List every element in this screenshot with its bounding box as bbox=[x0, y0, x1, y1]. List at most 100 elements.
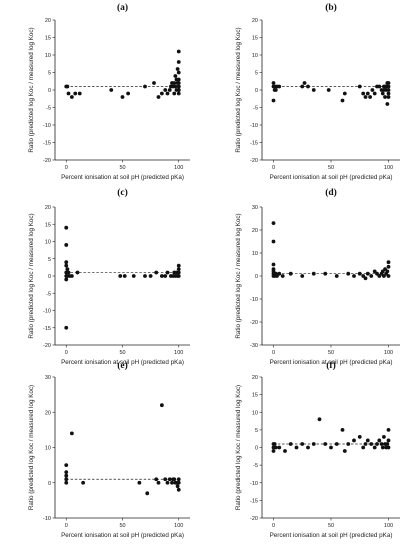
chart-panel-5: (e) -10 0 10 20 30 0 50 100 Percent ionisation at… bbox=[28, 360, 190, 539]
y-tick-label: 15 bbox=[252, 36, 258, 42]
x-tick-label: 50 bbox=[119, 350, 125, 356]
x-tick-label: 50 bbox=[328, 523, 334, 529]
data-point bbox=[175, 67, 180, 71]
data-point bbox=[64, 277, 69, 282]
data-point bbox=[77, 91, 82, 96]
x-tick-label: 50 bbox=[328, 350, 334, 356]
data-point bbox=[377, 438, 382, 443]
data-point bbox=[385, 442, 390, 446]
y-tick-label: 0 bbox=[48, 274, 51, 280]
data-point bbox=[379, 442, 384, 446]
data-point bbox=[64, 263, 69, 268]
data-point bbox=[294, 445, 299, 450]
data-point bbox=[148, 274, 153, 278]
data-point bbox=[377, 84, 382, 89]
x-tick-label: 100 bbox=[174, 165, 183, 171]
x-tick-label: 100 bbox=[384, 350, 393, 356]
data-point bbox=[167, 88, 172, 92]
x-tick-label: 0 bbox=[272, 165, 275, 171]
panel-label: (a) bbox=[117, 2, 128, 13]
data-point bbox=[176, 263, 181, 268]
x-tick-label: 100 bbox=[174, 523, 183, 529]
y-tick-label: -20 bbox=[43, 158, 51, 164]
data-point bbox=[363, 276, 368, 281]
data-point bbox=[352, 274, 356, 278]
data-point bbox=[176, 480, 181, 485]
data-point bbox=[176, 477, 181, 482]
data-point bbox=[163, 477, 168, 482]
data-point bbox=[159, 274, 164, 278]
x-axis-label: Percent ionisation at soil pH (predicted… bbox=[61, 174, 184, 181]
data-point bbox=[386, 81, 391, 85]
data-point bbox=[176, 70, 181, 75]
data-point bbox=[172, 81, 177, 85]
y-tick-label: 0 bbox=[48, 481, 51, 487]
data-point bbox=[372, 269, 377, 274]
y-tick-label: -10 bbox=[250, 297, 258, 303]
data-point bbox=[380, 445, 385, 450]
data-point bbox=[386, 84, 391, 89]
data-point bbox=[273, 445, 278, 450]
y-tick-label: 30 bbox=[45, 375, 51, 381]
data-point bbox=[165, 480, 170, 485]
y-tick-label: -15 bbox=[43, 326, 51, 332]
x-tick-label: 50 bbox=[119, 165, 125, 171]
data-point bbox=[275, 274, 279, 278]
panel-label: (f) bbox=[326, 360, 336, 371]
data-point bbox=[152, 81, 156, 85]
y-tick-label: 5 bbox=[48, 257, 51, 263]
data-point bbox=[363, 442, 368, 446]
y-tick-label: -15 bbox=[250, 498, 258, 504]
x-tick-label: 100 bbox=[384, 165, 393, 171]
y-tick-label: 0 bbox=[255, 88, 258, 94]
x-axis-label: Percent ionisation at soil pH (predicted… bbox=[270, 359, 393, 366]
chart-panel-6: (f) -20 -15 -10 -5 0 5 10 15 20 0 50 100 Percent ioni… bbox=[235, 360, 400, 539]
data-point bbox=[372, 445, 377, 450]
y-tick-label: 10 bbox=[45, 446, 51, 452]
data-point bbox=[340, 427, 345, 432]
data-point bbox=[176, 270, 181, 275]
panel-label: (b) bbox=[325, 2, 337, 13]
data-point bbox=[300, 442, 305, 446]
data-point bbox=[64, 473, 69, 478]
y-axis-label: Ratio (predicted log Koc / measured log … bbox=[28, 213, 35, 338]
data-point bbox=[81, 480, 86, 485]
x-tick-label: 0 bbox=[65, 165, 68, 171]
data-point bbox=[326, 88, 331, 92]
y-tick-label: 5 bbox=[48, 71, 51, 77]
data-point bbox=[271, 81, 276, 85]
data-point bbox=[334, 274, 339, 278]
data-point bbox=[386, 438, 391, 443]
y-axis-label: Ratio (predicted log Koc / measured log … bbox=[235, 27, 242, 152]
data-point bbox=[65, 84, 70, 89]
y-tick-label: -10 bbox=[43, 516, 51, 522]
y-tick-label: -15 bbox=[43, 141, 51, 147]
data-point bbox=[346, 271, 351, 276]
x-tick-label: 100 bbox=[174, 350, 183, 356]
y-tick-label: 15 bbox=[45, 222, 51, 228]
data-point bbox=[66, 270, 71, 275]
y-tick-label: 10 bbox=[45, 53, 51, 59]
data-point bbox=[340, 98, 345, 103]
data-point bbox=[383, 95, 387, 99]
x-tick-label: 50 bbox=[119, 523, 125, 529]
y-tick-label: -15 bbox=[250, 141, 258, 147]
y-tick-label: 5 bbox=[255, 71, 258, 77]
data-point bbox=[311, 271, 316, 276]
data-point bbox=[64, 470, 69, 475]
data-point bbox=[65, 267, 70, 271]
data-point bbox=[346, 442, 351, 446]
data-point bbox=[137, 480, 142, 485]
data-point bbox=[118, 274, 123, 278]
data-point bbox=[277, 271, 282, 276]
data-point bbox=[300, 84, 305, 89]
data-point bbox=[271, 449, 276, 453]
chart-panel-1: (a) -20 -15 -10 -5 0 5 10 15 20 0 50 100 Percent ioni… bbox=[28, 2, 190, 181]
data-point bbox=[159, 91, 164, 96]
y-tick-label: -30 bbox=[250, 343, 258, 349]
y-tick-label: -10 bbox=[250, 481, 258, 487]
data-point bbox=[73, 91, 78, 96]
data-point bbox=[386, 264, 391, 269]
data-point bbox=[176, 88, 181, 92]
